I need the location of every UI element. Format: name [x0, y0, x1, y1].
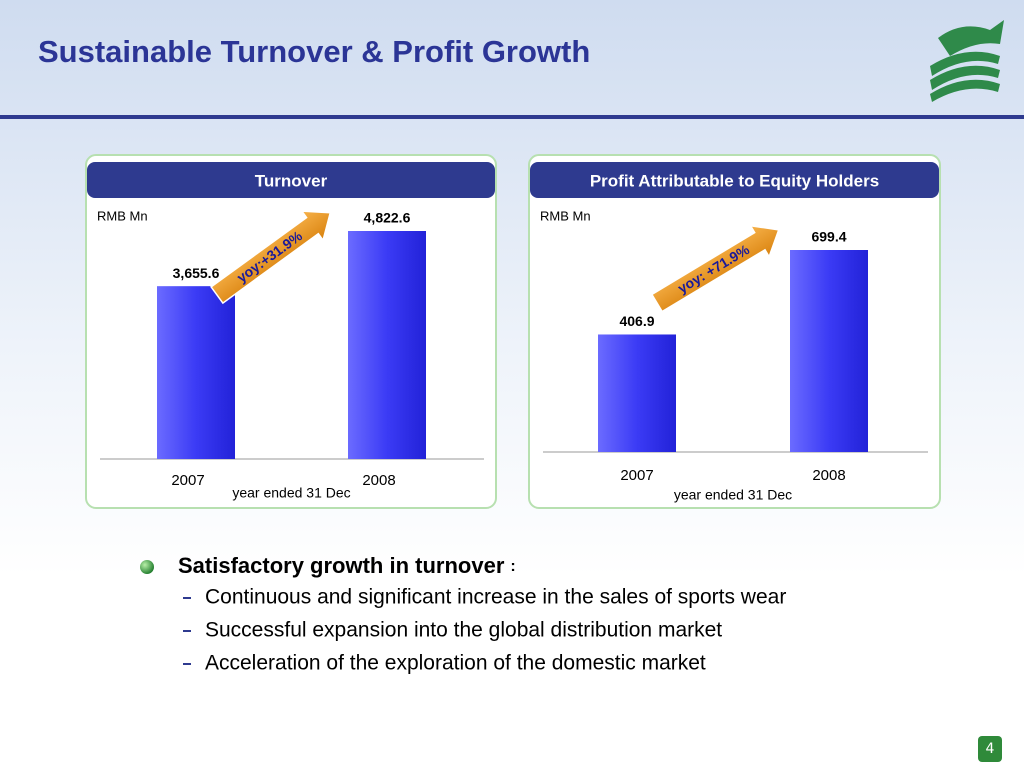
bullet-icon — [140, 560, 154, 574]
bullet-heading: Satisfactory growth in turnover: — [178, 553, 516, 578]
value-label: 3,655.6 — [173, 265, 220, 281]
value-label: 699.4 — [811, 229, 846, 245]
bar — [157, 286, 235, 459]
panel-frame — [528, 154, 941, 509]
panel-title: Turnover — [255, 171, 328, 190]
title-rule — [0, 115, 1024, 119]
x-tick-label: 2008 — [812, 467, 845, 484]
x-tick-label: 2007 — [171, 472, 204, 489]
page-number-badge — [978, 736, 1002, 762]
value-label: 406.9 — [619, 313, 654, 329]
bullet-item: Successful expansion into the global dis… — [205, 619, 722, 642]
unit-label: RMB Mn — [97, 208, 148, 223]
bullet-item: Continuous and significant increase in t… — [205, 586, 786, 609]
heading-text: Satisfactory growth in turnover — [178, 553, 505, 578]
panel-header — [87, 162, 495, 198]
x-axis-label: year ended 31 Dec — [674, 487, 792, 503]
arrow-shape — [210, 210, 332, 305]
x-tick-label: 2007 — [620, 467, 653, 484]
bar — [598, 334, 676, 452]
slide-title: Sustainable Turnover & Profit Growth — [38, 34, 590, 69]
chart-panel: Profit Attributable to Equity Holders RMB… — [528, 154, 941, 509]
page-number: 4 — [986, 741, 995, 757]
logo — [930, 20, 1004, 102]
panel-header — [530, 162, 939, 198]
heading-suffix: : — [510, 558, 515, 575]
bar — [348, 231, 426, 459]
x-axis-label: year ended 31 Dec — [232, 485, 350, 501]
arrow-shape — [650, 224, 780, 313]
chart-panel: Turnover RMB Mn 3,655.6 2007 4,822.6 2008 year… — [85, 154, 497, 509]
panel-title: Profit Attributable to Equity Holders — [590, 171, 879, 190]
x-tick-label: 2008 — [362, 472, 395, 489]
value-label: 4,822.6 — [364, 210, 411, 226]
bar — [790, 250, 868, 452]
bullet-item: Acceleration of the exploration of the d… — [205, 652, 706, 675]
unit-label: RMB Mn — [540, 208, 591, 223]
